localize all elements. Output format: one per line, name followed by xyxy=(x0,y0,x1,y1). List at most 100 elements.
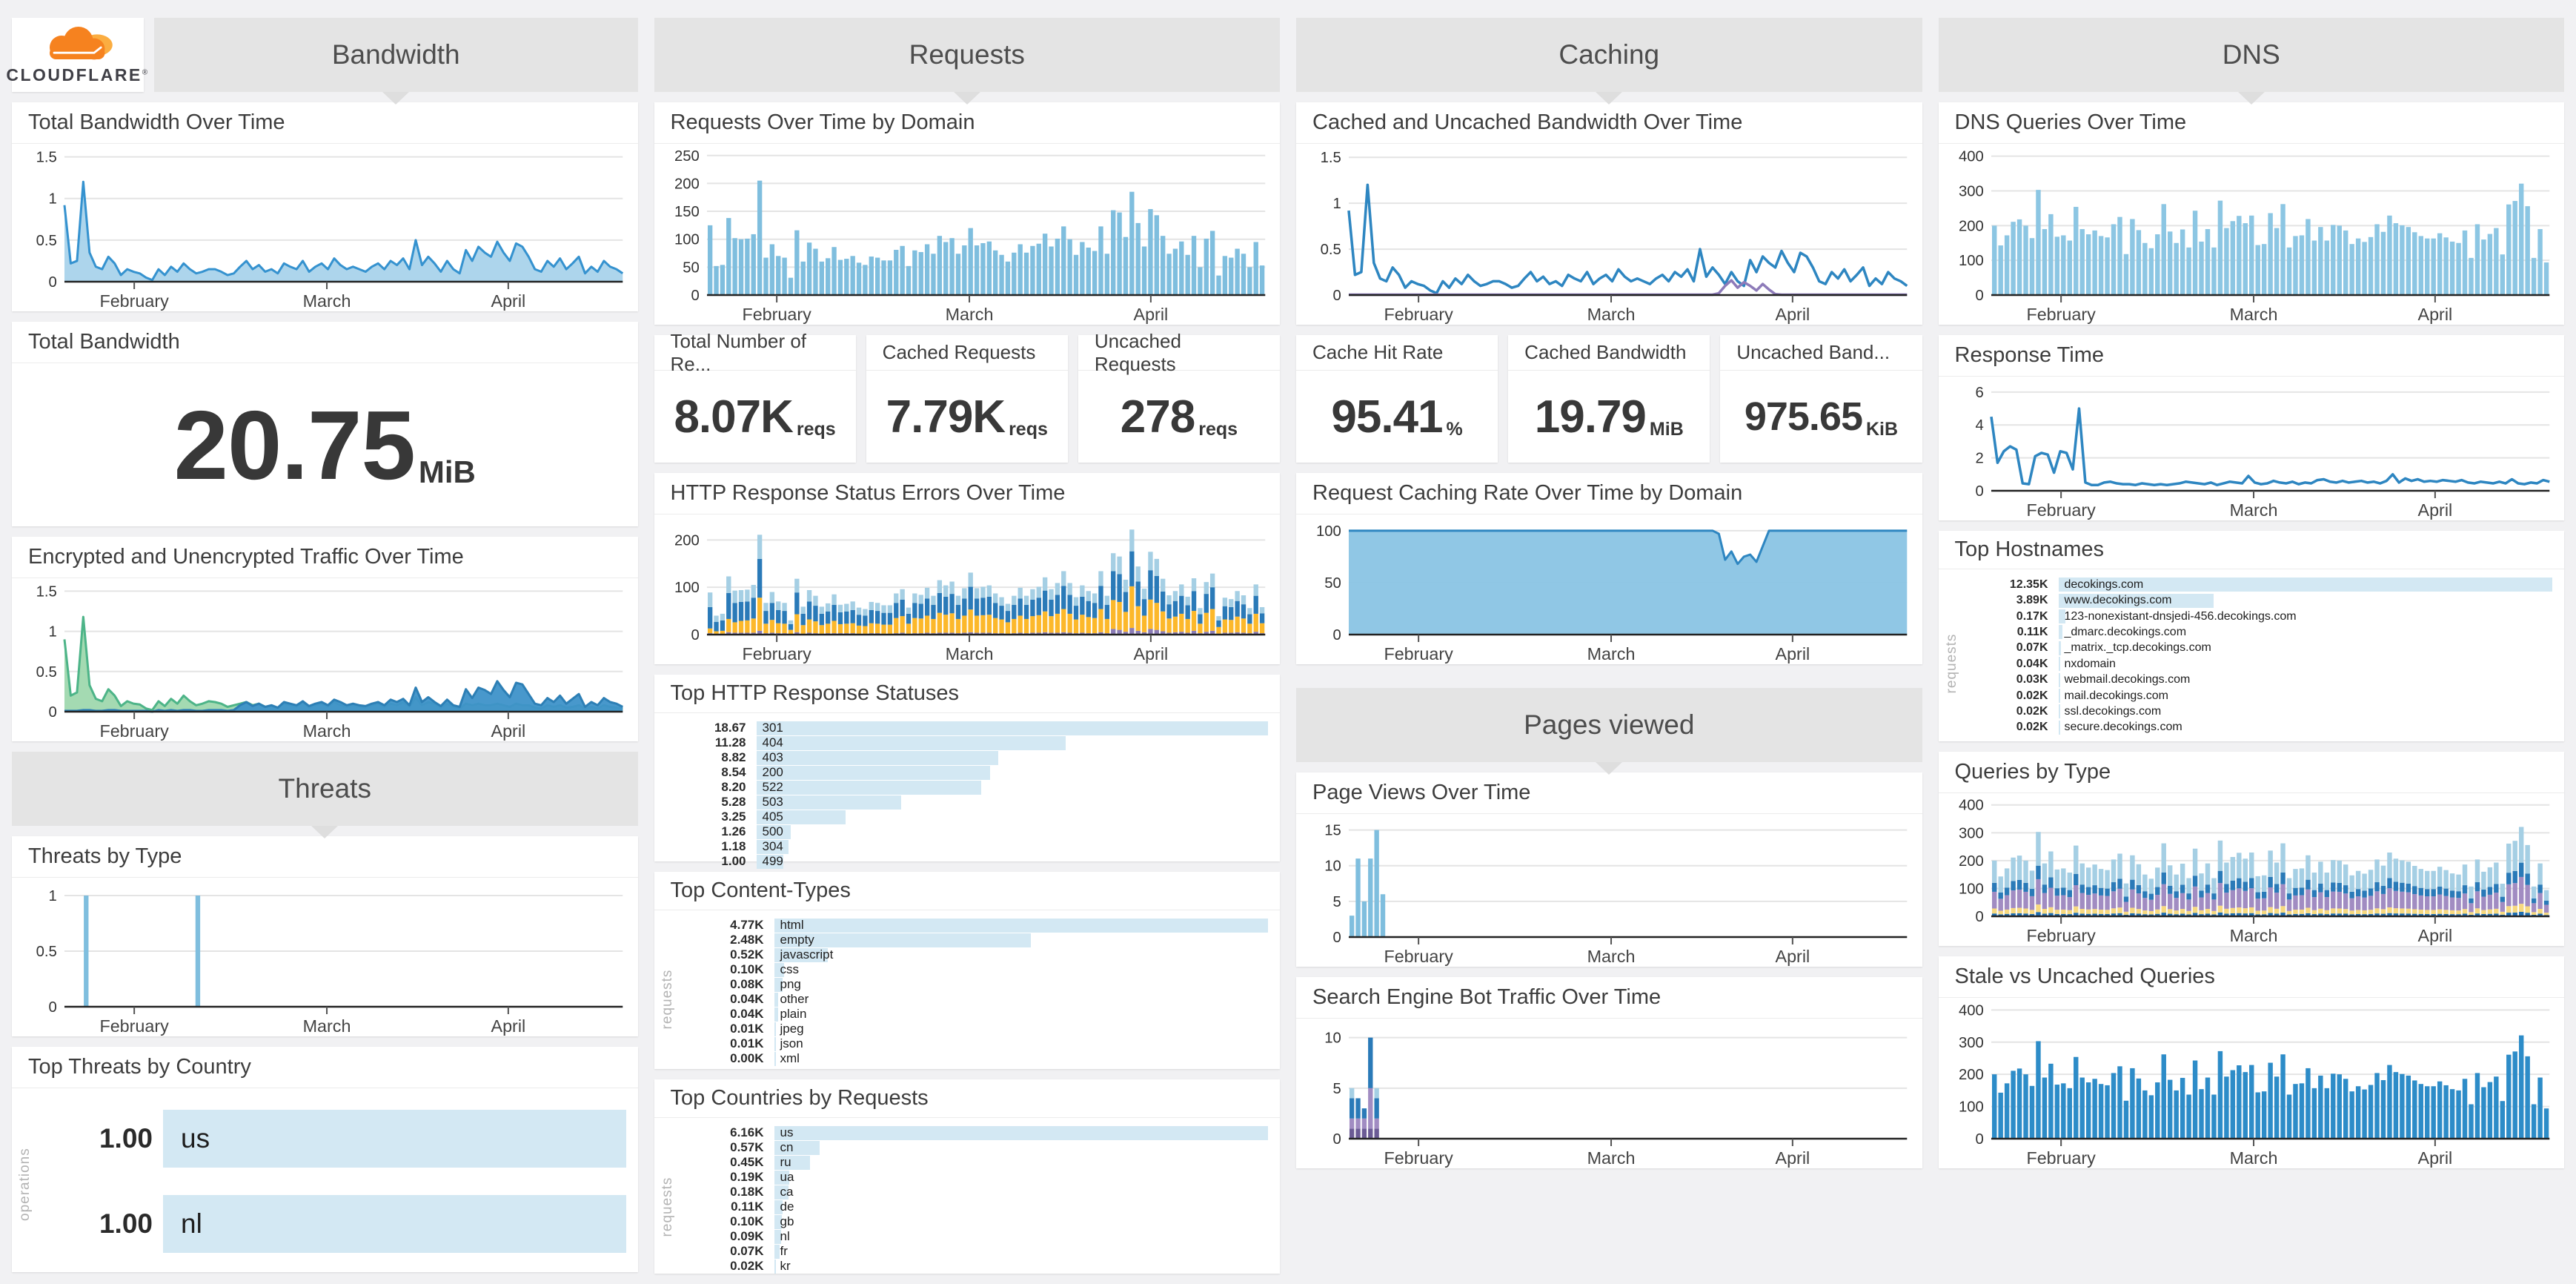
card-title: Uncached Requests xyxy=(1078,330,1281,375)
top-countries-list[interactable]: requests 6.16K us 0.57K cn 0.45K ru 0.19… xyxy=(654,1118,1281,1280)
card-title: Queries by Type xyxy=(1938,752,2564,793)
svg-text:March: March xyxy=(1587,1148,1636,1168)
bot-traffic-stacked-chart[interactable]: 0 5 10 February March April xyxy=(1296,1019,1922,1168)
card-title: Page Views Over Time xyxy=(1296,772,1922,814)
svg-text:February: February xyxy=(2026,305,2096,324)
list-item: 3.25 405 xyxy=(669,810,1269,824)
list-item-label: empty xyxy=(780,933,814,947)
card-title: Encrypted and Unencrypted Traffic Over T… xyxy=(12,537,638,578)
dns-queries-bar-chart[interactable]: 0 100 200 300 400 February March April xyxy=(1939,144,2565,325)
stat-value: 975.65 KiB xyxy=(1744,394,1899,440)
section-header-requests: Requests xyxy=(654,18,1280,92)
svg-text:February: February xyxy=(1384,644,1453,663)
card-title: Top Threats by Country xyxy=(12,1047,638,1088)
http-errors-stacked-chart[interactable]: 0 100 200 February March April xyxy=(654,514,1281,664)
svg-text:April: April xyxy=(1776,1148,1810,1168)
list-item-bar: json xyxy=(774,1036,1269,1051)
list-item-value: 8.20 xyxy=(721,780,746,794)
card-title: Stale vs Uncached Queries xyxy=(1938,956,2564,998)
top-statuses-list[interactable]: 18.67 301 11.28 404 8.82 403 8.54 200 8.… xyxy=(654,713,1281,875)
svg-text:1.5: 1.5 xyxy=(36,584,57,600)
svg-text:March: March xyxy=(2229,1148,2277,1168)
list-item-bar: de xyxy=(774,1199,1269,1214)
svg-text:1: 1 xyxy=(1333,196,1341,212)
queries-by-type-stacked-chart[interactable]: 0 100 200 300 400 February March April xyxy=(1939,793,2565,946)
list-item-label: jpeg xyxy=(780,1022,804,1036)
svg-text:April: April xyxy=(2417,305,2452,324)
top-threats-list[interactable]: operations 1.00 us 1.00 nl xyxy=(12,1088,638,1272)
card-title: Threats by Type xyxy=(12,836,638,878)
list-item-value: 0.11K xyxy=(731,1199,764,1214)
section-header-caching: Caching xyxy=(1296,18,1922,92)
card-title: Requests Over Time by Domain xyxy=(654,102,1280,144)
svg-text:15: 15 xyxy=(1324,823,1341,839)
list-item-bar: css xyxy=(774,962,1269,977)
stat-value: 19.79 MiB xyxy=(1534,391,1684,443)
svg-text:0: 0 xyxy=(1333,288,1341,304)
list-item-value: 11.28 xyxy=(714,735,746,749)
list-y-axis-label: requests xyxy=(659,1177,675,1237)
list-item-bar: nxdomain xyxy=(2058,657,2553,672)
list-item: 0.02K secure.decokings.com xyxy=(1971,720,2553,735)
svg-text:0: 0 xyxy=(1333,930,1341,946)
card-http-errors: HTTP Response Status Errors Over Time 0 1… xyxy=(654,473,1281,664)
list-item: 18.67 301 xyxy=(669,721,1268,735)
list-item-label: mail.decokings.com xyxy=(2064,689,2169,702)
svg-text:5: 5 xyxy=(1333,1081,1341,1097)
list-item-value: 1.00 xyxy=(721,854,746,868)
list-item-value: 6.16K xyxy=(730,1125,764,1139)
total-bandwidth-area-chart[interactable]: 0 0.5 1 1.5 February March April xyxy=(12,144,638,311)
svg-text:100: 100 xyxy=(1316,523,1341,540)
caching-rate-area-chart[interactable]: 0 50 100 February March April xyxy=(1296,514,1922,664)
stale-queries-bar-chart[interactable]: 0 100 200 300 400 February March April xyxy=(1939,998,2565,1168)
svg-text:February: February xyxy=(2026,1148,2096,1168)
card-title: Cached Bandwidth xyxy=(1508,335,1710,371)
list-item-label: 499 xyxy=(762,854,783,868)
top-hostnames-list[interactable]: requests 12.35K decokings.com 3.89K www.… xyxy=(1939,569,2565,741)
svg-text:February: February xyxy=(1384,305,1453,324)
section-header-dns: DNS xyxy=(1938,18,2564,92)
list-item-bar: secure.decokings.com xyxy=(2058,720,2553,735)
card-cached-requests: Cached Requests 7.79K reqs xyxy=(866,335,1068,463)
page-views-bar-chart[interactable]: 0 5 10 15 February March April xyxy=(1296,814,1922,967)
threats-by-type-bar-chart[interactable]: 0 0.5 1 February March April xyxy=(12,878,638,1036)
response-time-line-chart[interactable]: 0 2 4 6 February March April xyxy=(1939,377,2565,520)
list-item-label: webmail.decokings.com xyxy=(2064,673,2191,686)
list-item-bar: 301 xyxy=(756,721,1268,735)
svg-text:February: February xyxy=(1384,1148,1453,1168)
section-header-threats: Threats xyxy=(12,752,638,826)
svg-text:0: 0 xyxy=(1333,627,1341,643)
encrypted-traffic-area-chart[interactable]: 0 0.5 1 1.5 February March April xyxy=(12,578,638,741)
list-item-bar: png xyxy=(774,977,1269,992)
card-title: Uncached Band... xyxy=(1720,335,1922,371)
list-item-bar: 304 xyxy=(756,839,1269,854)
requests-bar-chart[interactable]: 0 50 100 150 200 250 February March April xyxy=(654,144,1281,325)
card-uncached-bandwidth: Uncached Band... 975.65 KiB xyxy=(1720,335,1922,463)
svg-text:2: 2 xyxy=(1975,451,1983,467)
list-item-label: us xyxy=(780,1125,794,1139)
list-item-label: gb xyxy=(780,1214,794,1228)
list-item-bar: gb xyxy=(774,1214,1269,1229)
list-item-bar: plain xyxy=(774,1007,1269,1022)
list-item: 0.03K webmail.decokings.com xyxy=(1971,672,2553,687)
list-item-value: 3.89K xyxy=(2016,594,2048,607)
card-queries-by-type: Queries by Type 0 100 200 300 400 February Mar… xyxy=(1938,752,2565,946)
list-item-value: 0.07K xyxy=(730,1244,764,1258)
card-caching-rate: Request Caching Rate Over Time by Domain… xyxy=(1296,473,1922,664)
list-item-value: 0.02K xyxy=(730,1259,764,1273)
card-response-time: Response Time 0 2 4 6 February March April xyxy=(1938,335,2565,520)
card-title: Response Time xyxy=(1938,335,2564,377)
list-item: 0.01K json xyxy=(687,1036,1269,1051)
card-top-content-types: Top Content-Types requests 4.77K html 2.… xyxy=(654,872,1281,1072)
list-item: 3.89K www.decokings.com xyxy=(1971,592,2553,608)
top-content-types-list[interactable]: requests 4.77K html 2.48K empty 0.52K ja… xyxy=(654,910,1281,1072)
svg-text:50: 50 xyxy=(1324,575,1341,592)
list-item-value: 0.01K xyxy=(730,1022,764,1036)
list-item: 1.00 nl xyxy=(44,1181,626,1266)
card-cached-bandwidth: Cached Bandwidth 19.79 MiB xyxy=(1508,335,1710,463)
svg-text:400: 400 xyxy=(1958,798,1983,814)
svg-text:March: March xyxy=(1587,305,1636,324)
cached-uncached-line-chart[interactable]: 0 0.5 1 1.5 February March April xyxy=(1296,144,1922,325)
svg-text:0: 0 xyxy=(49,704,57,721)
